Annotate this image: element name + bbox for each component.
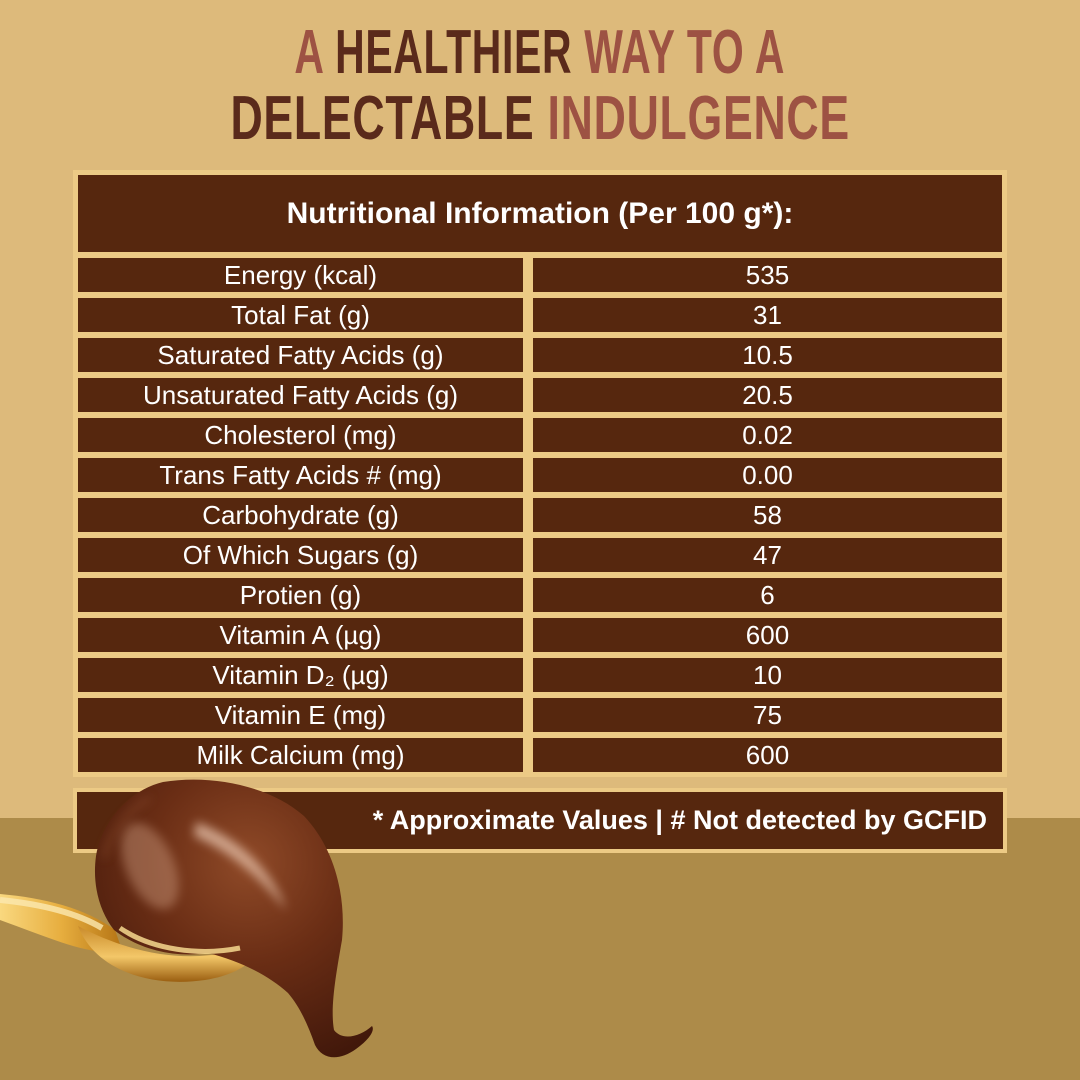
table-row: Trans Fatty Acids # (mg) 0.00 [78, 458, 1002, 492]
nutrient-label: Energy (kcal) [78, 258, 523, 292]
table-row: Milk Calcium (mg) 600 [78, 738, 1002, 772]
nutrient-label: Cholesterol (mg) [78, 418, 523, 452]
nutrient-value: 600 [533, 618, 1002, 652]
table-row: Cholesterol (mg) 0.02 [78, 418, 1002, 452]
nutrient-label: Of Which Sugars (g) [78, 538, 523, 572]
headline-line-1: A HEALTHIER WAY TO A [0, 20, 1080, 86]
table-row: Total Fat (g) 31 [78, 298, 1002, 332]
nutrition-table: Nutritional Information (Per 100 g*): En… [73, 170, 1007, 777]
nutrient-label: Carbohydrate (g) [78, 498, 523, 532]
headline-line-2: DELECTABLE INDULGENCE [0, 86, 1080, 152]
nutrient-value: 20.5 [533, 378, 1002, 412]
table-row: Carbohydrate (g) 58 [78, 498, 1002, 532]
nutrient-label: Total Fat (g) [78, 298, 523, 332]
nutrient-label: Unsaturated Fatty Acids (g) [78, 378, 523, 412]
nutrient-value: 535 [533, 258, 1002, 292]
nutrient-label: Trans Fatty Acids # (mg) [78, 458, 523, 492]
nutrient-value: 0.00 [533, 458, 1002, 492]
headline-segment: HEALTHIER [335, 18, 585, 87]
nutrient-value: 600 [533, 738, 1002, 772]
table-row: Unsaturated Fatty Acids (g) 20.5 [78, 378, 1002, 412]
table-row: Energy (kcal) 535 [78, 258, 1002, 292]
nutrient-label: Vitamin A (µg) [78, 618, 523, 652]
nutrient-value: 58 [533, 498, 1002, 532]
nutrient-value: 10 [533, 658, 1002, 692]
nutrient-label: Saturated Fatty Acids (g) [78, 338, 523, 372]
chocolate-spoon-image [0, 779, 373, 1058]
nutrient-value: 0.02 [533, 418, 1002, 452]
nutrient-value: 75 [533, 698, 1002, 732]
nutrient-value: 31 [533, 298, 1002, 332]
headline-segment: WAY TO A [584, 18, 786, 87]
table-row: Of Which Sugars (g) 47 [78, 538, 1002, 572]
headline: A HEALTHIER WAY TO A DELECTABLE INDULGEN… [0, 20, 1080, 152]
nutrient-label: Vitamin D₂ (µg) [78, 658, 523, 692]
headline-segment: INDULGENCE [547, 84, 850, 153]
nutrient-label: Protien (g) [78, 578, 523, 612]
table-title: Nutritional Information (Per 100 g*): [78, 175, 1002, 252]
nutrient-label: Vitamin E (mg) [78, 698, 523, 732]
nutrient-value: 6 [533, 578, 1002, 612]
table-row: Vitamin D₂ (µg) 10 [78, 658, 1002, 692]
nutrient-value: 10.5 [533, 338, 1002, 372]
headline-segment: A [294, 18, 336, 87]
nutrient-value: 47 [533, 538, 1002, 572]
table-row: Saturated Fatty Acids (g) 10.5 [78, 338, 1002, 372]
table-row: Protien (g) 6 [78, 578, 1002, 612]
headline-segment: DELECTABLE [230, 84, 548, 153]
table-row: Vitamin E (mg) 75 [78, 698, 1002, 732]
nutrient-label: Milk Calcium (mg) [78, 738, 523, 772]
table-row: Vitamin A (µg) 600 [78, 618, 1002, 652]
